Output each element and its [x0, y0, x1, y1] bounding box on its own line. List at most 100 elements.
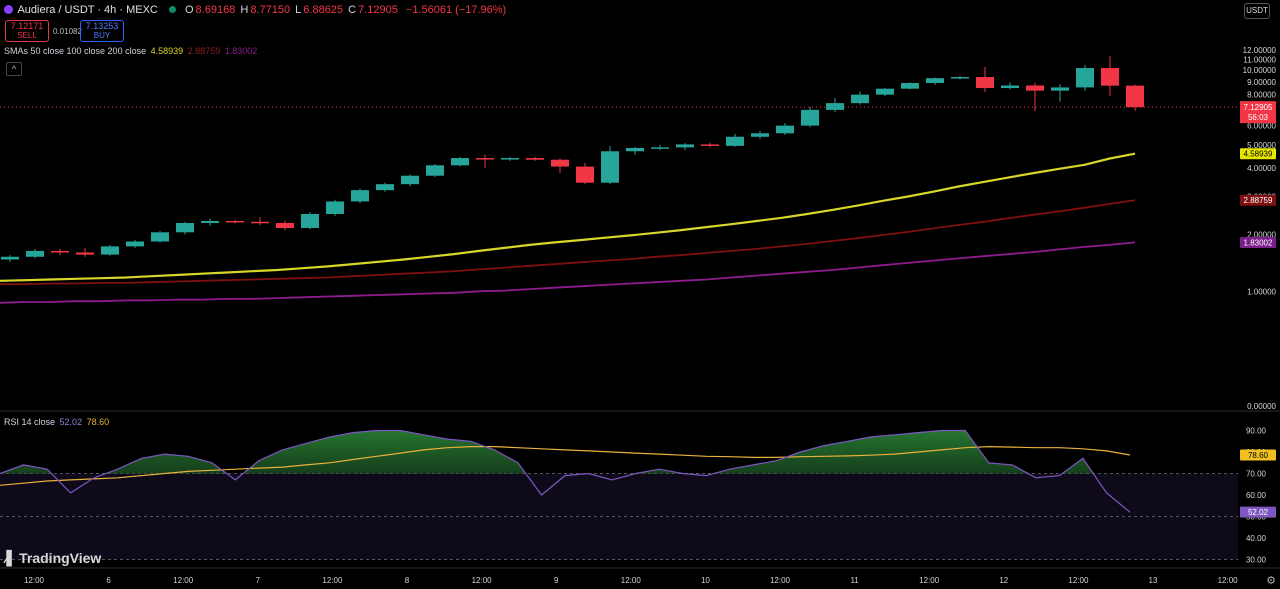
- candle: [701, 142, 719, 148]
- sma100-badge-bg: [1240, 194, 1276, 206]
- candle: [226, 219, 244, 224]
- price-axis-label: 9.00000: [1247, 78, 1276, 87]
- candle: [801, 106, 819, 128]
- candle-body: [376, 184, 394, 191]
- buy-price: 7.13253: [85, 21, 119, 31]
- settings-gear-icon[interactable]: ⚙: [1266, 575, 1276, 587]
- candle: [951, 75, 969, 80]
- candle-body: [751, 133, 769, 137]
- candle: [301, 212, 319, 230]
- rsi-axis-label: 40.00: [1246, 534, 1267, 543]
- candle: [26, 248, 44, 259]
- time-axis-label: 12:00: [173, 576, 194, 585]
- price-axis-label: 5.00000: [1247, 141, 1276, 150]
- candle-body: [301, 213, 319, 228]
- sell-label: SELL: [17, 31, 37, 40]
- candle-body: [976, 77, 994, 89]
- candle: [601, 145, 619, 185]
- rsi-axis-label: 90.00: [1246, 427, 1267, 436]
- rsi-ma-badge-text: 78.60: [1248, 451, 1269, 460]
- buy-button[interactable]: 7.13253 BUY: [80, 20, 124, 42]
- price-axis-label: 11.00000: [1243, 56, 1276, 65]
- sma200-badge-bg: [1240, 236, 1276, 248]
- rsi-axis-label: 60.00: [1246, 491, 1267, 500]
- candle-body: [826, 103, 844, 110]
- price-axis-label: 0.00000: [1247, 402, 1276, 411]
- candle: [1, 255, 19, 262]
- candle: [201, 218, 219, 226]
- rsi-ma-badge-bg: [1240, 449, 1276, 461]
- time-axis-label: 6: [106, 576, 111, 585]
- sma100-badge-text: 2.88759: [1244, 196, 1273, 205]
- candle-body: [151, 232, 169, 242]
- sell-button[interactable]: 7.12171 SELL: [5, 20, 49, 42]
- candle: [351, 188, 369, 204]
- candle-body: [176, 222, 194, 233]
- spread-value: 0.01082: [53, 27, 82, 36]
- sma-line-200: [0, 241, 1136, 304]
- sma-line-100: [0, 199, 1136, 286]
- tradingview-logo-icon: ⁄▌: [6, 551, 17, 567]
- candle: [1051, 84, 1069, 102]
- candle-body: [526, 158, 544, 160]
- candle: [676, 143, 694, 151]
- time-axis-label: 12:00: [1068, 576, 1089, 585]
- candle: [526, 156, 544, 161]
- time-axis-label: 12:00: [1218, 576, 1239, 585]
- time-axis-label: 12:00: [322, 576, 343, 585]
- candle: [451, 156, 469, 167]
- close-value: 7.12905: [358, 4, 398, 16]
- sma200-value: 1.83002: [224, 46, 258, 56]
- sell-price: 7.12171: [10, 21, 44, 31]
- candle: [251, 217, 269, 226]
- candle: [401, 174, 419, 187]
- sma-legend[interactable]: SMAs 50 close 100 close 200 close 4.5893…: [4, 46, 259, 56]
- sma50-badge: 4.58939: [1240, 148, 1276, 160]
- sma200-badge-text: 1.83002: [1244, 238, 1273, 247]
- candle: [176, 221, 194, 235]
- candle-body: [326, 201, 344, 214]
- collapse-legend-icon[interactable]: ^: [6, 62, 22, 76]
- candle: [101, 244, 119, 256]
- candle: [126, 240, 144, 248]
- candle-body: [1126, 85, 1144, 108]
- symbol-title[interactable]: Audiera / USDT · 4h · MEXC: [17, 4, 158, 16]
- countdown-text: 56:03: [1248, 113, 1269, 122]
- rsi-axis-label: 30.00: [1246, 556, 1267, 565]
- time-axis-label: 9: [554, 576, 559, 585]
- rsi-badge-text: 52.02: [1248, 508, 1269, 517]
- candle: [326, 199, 344, 216]
- rsi-overbought-fill: [0, 430, 1130, 474]
- rsi-badge: 52.02: [1240, 506, 1276, 518]
- rsi-label: RSI 14 close: [4, 417, 56, 427]
- rsi-line: [0, 429, 1131, 513]
- sma50-badge-bg: [1240, 148, 1276, 160]
- candle-body: [201, 220, 219, 223]
- currency-selector[interactable]: USDT: [1244, 3, 1270, 19]
- time-axis-label: 8: [405, 576, 410, 585]
- candle-body: [401, 175, 419, 185]
- candle-body: [101, 246, 119, 255]
- candle-body: [1076, 68, 1094, 88]
- candle-body: [651, 147, 669, 149]
- candle-body: [576, 166, 594, 183]
- candle-body: [776, 125, 794, 134]
- chart-legend: Audiera / USDT · 4h · MEXC O 8.69168 H 8.7…: [4, 4, 508, 16]
- candle: [276, 220, 294, 231]
- candle-body: [801, 109, 819, 126]
- candle: [626, 146, 644, 155]
- sma100-badge: 2.88759: [1240, 194, 1276, 206]
- time-axis-label: 12:00: [24, 576, 45, 585]
- candle-body: [901, 83, 919, 89]
- price-axis-label: 2.00000: [1247, 231, 1276, 240]
- time-axis-label: 12: [999, 576, 1008, 585]
- logo-text: TradingView: [19, 550, 102, 566]
- sma50-value: 4.58939: [150, 46, 184, 56]
- candle: [926, 77, 944, 85]
- time-axis-label: 12:00: [472, 576, 493, 585]
- candle-body: [476, 158, 494, 160]
- rsi-legend[interactable]: RSI 14 close 52.02 78.60: [4, 417, 111, 427]
- candle-body: [126, 241, 144, 247]
